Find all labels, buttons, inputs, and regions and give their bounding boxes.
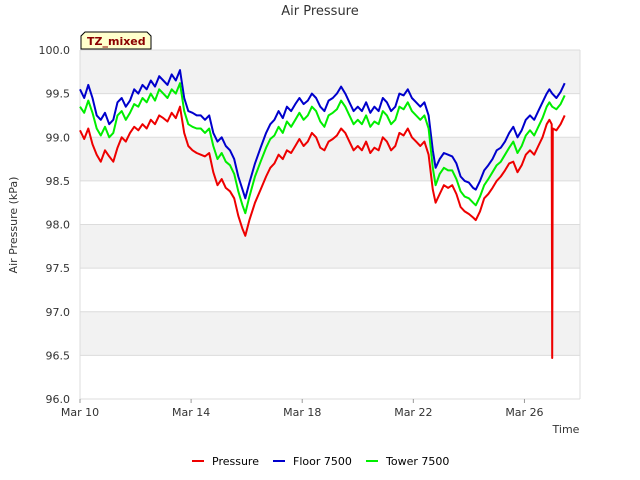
x-tick-label: Mar 18: [283, 406, 321, 419]
series-line-tower-7500: [79, 82, 566, 215]
y-tick-label: 99.0: [46, 131, 71, 144]
series-line-floor-7500: [79, 69, 566, 200]
plot-band: [80, 224, 580, 269]
legend-label-pressure: Pressure: [212, 455, 259, 468]
y-tick-label: 99.5: [46, 88, 71, 101]
tz-annotation-label: TZ_mixed: [87, 35, 146, 48]
y-tick-label: 98.0: [46, 219, 71, 232]
y-tick-label: 97.0: [46, 306, 71, 319]
chart-title: Air Pressure: [281, 4, 359, 19]
y-axis-label: Air Pressure (kPa): [7, 177, 20, 274]
tz-annotation: TZ_mixed: [80, 31, 152, 50]
plot-band: [80, 50, 580, 94]
y-tick-label: 100.0: [39, 44, 71, 57]
x-tick-label: Mar 22: [394, 406, 432, 419]
tz-annotation-box: [80, 31, 152, 50]
x-axis-label: Time: [552, 423, 580, 436]
series-line-pressure: [79, 105, 566, 359]
y-tick-label: 98.5: [46, 175, 71, 188]
x-tick-label: Mar 26: [505, 406, 543, 419]
legend-label-floor-7500: Floor 7500: [293, 455, 352, 468]
x-tick-label: Mar 14: [172, 406, 210, 419]
axes: 96.0 96.5 97.0 97.5 98.0 98.5 99.0 99.5 100.0 Mar…: [39, 44, 544, 419]
grid-lines: [79, 49, 581, 400]
series-layer: [79, 69, 566, 359]
y-tick-label: 96.5: [46, 349, 71, 362]
plot-band: [80, 137, 580, 181]
y-tick-label: 97.5: [46, 262, 71, 275]
y-tick-label: 96.0: [46, 393, 71, 406]
x-tick-label: Mar 10: [61, 406, 99, 419]
plot-band: [80, 311, 580, 356]
legend-label-tower-7500: Tower 7500: [385, 455, 449, 468]
legend: Pressure Floor 7500 Tower 7500: [192, 455, 449, 468]
